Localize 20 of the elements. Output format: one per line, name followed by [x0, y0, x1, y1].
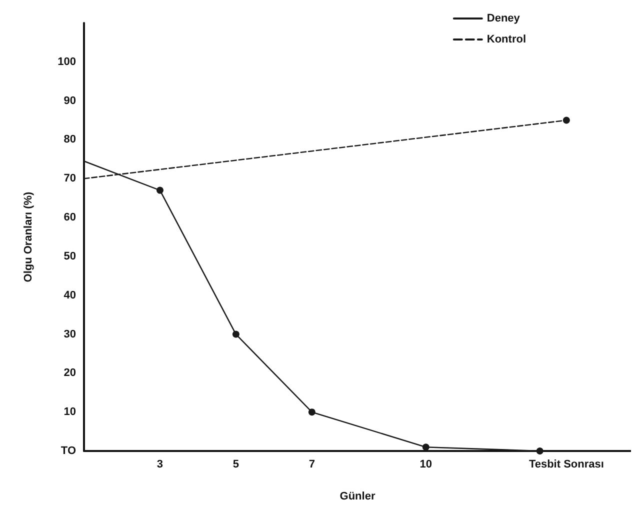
y-tick-label: 10: [64, 406, 76, 418]
x-tick-label: Tesbit Sonrası: [528, 458, 604, 470]
y-tick-label: 70: [64, 172, 76, 185]
x-tick-label: 10: [420, 458, 432, 470]
y-tick-label: 90: [64, 94, 76, 107]
y-tick-label: 20: [64, 367, 76, 380]
y-axis-title: Olgu Oranları (%): [22, 191, 34, 282]
y-tick-label: 80: [64, 134, 76, 146]
y-tick-label: TO: [60, 445, 76, 457]
y-tick-label: 50: [64, 250, 76, 262]
legend-label: Kontrol: [486, 34, 526, 46]
y-tick-label: 30: [64, 328, 76, 340]
y-tick-label: 60: [64, 212, 76, 224]
x-tick-label: 5: [232, 458, 240, 470]
x-axis-title: Günler: [340, 490, 376, 502]
x-tick-label: 3: [156, 458, 164, 470]
x-tick-label: 7: [308, 458, 315, 470]
y-tick-label: 40: [64, 289, 76, 302]
legend-label: Deney: [486, 12, 521, 24]
y-tick-label: 100: [58, 56, 76, 68]
